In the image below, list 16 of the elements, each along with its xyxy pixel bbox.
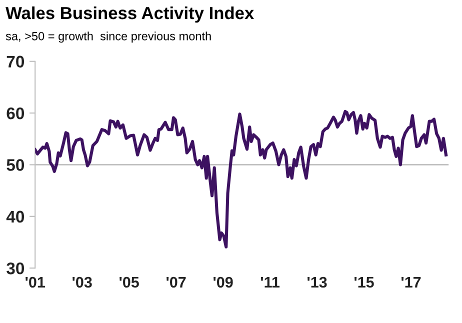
chart-title: Wales Business Activity Index — [6, 6, 254, 23]
x-tick-label: '07 — [166, 276, 186, 288]
y-tick-label: 70 — [6, 56, 24, 68]
x-tick-label: '17 — [402, 276, 421, 288]
x-tick-label: '11 — [260, 276, 280, 288]
x-tick-label: '05 — [120, 276, 139, 288]
y-tick-label: 40 — [6, 210, 24, 223]
y-tick-label: 50 — [6, 159, 24, 171]
x-tick-label: '01 — [26, 276, 45, 288]
x-tick-label: '13 — [308, 276, 327, 288]
x-tick-label: '09 — [214, 276, 233, 288]
y-tick-label: 30 — [6, 262, 24, 274]
x-tick-label: '15 — [354, 276, 374, 288]
chart-subtitle: sa, >50 = growth since previous month — [6, 32, 211, 43]
y-tick-label: 60 — [6, 107, 24, 120]
x-tick-label: '03 — [72, 276, 92, 288]
